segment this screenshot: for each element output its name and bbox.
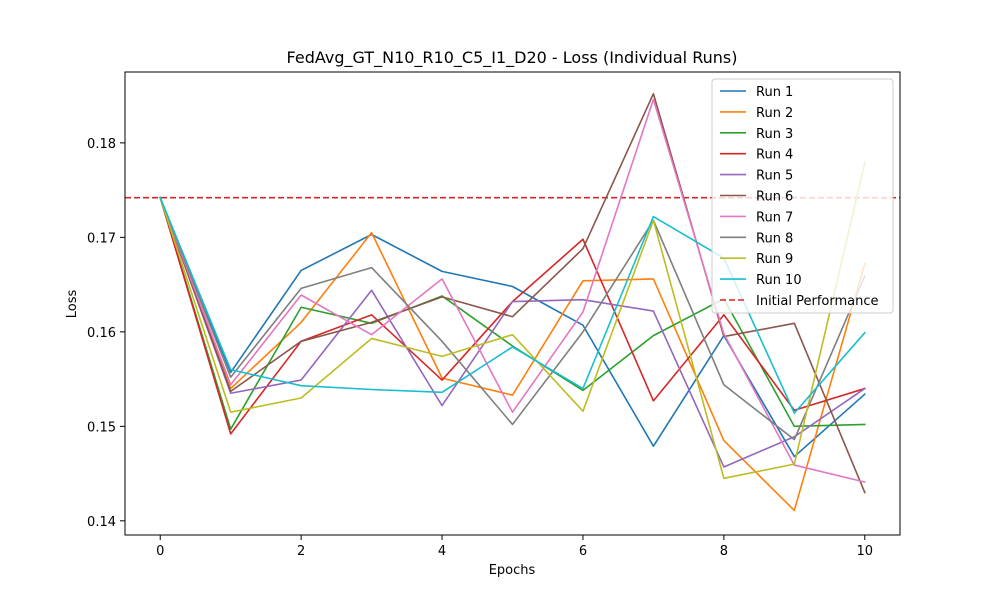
series-line-run-8 [159,196,866,441]
legend-items: Run 1 Run 2 Run 3 Run 4 Run 5 Run 6 Run 7 Run 8… [720,85,878,309]
legend-label: Run 3 [756,127,793,142]
series-line-run-6 [159,92,866,494]
x-axis-label: Epochs [489,563,536,578]
series-line-run-2 [159,196,866,512]
x-tick-label: 4 [438,544,446,559]
x-axis-ticks: 0 2 4 6 8 10 [156,535,873,559]
axes-frame [124,71,901,536]
y-tick-label: 0.14 [87,515,116,530]
x-tick-label: 2 [297,544,305,559]
legend-label: Run 2 [756,106,793,121]
legend-box [711,78,894,314]
legend-label: Run 4 [756,148,793,163]
series-line-run-9 [159,161,866,480]
legend-label: Run 10 [756,273,802,288]
x-tick-label: 6 [579,544,587,559]
legend-label: Run 8 [756,231,793,246]
y-tick-label: 0.17 [87,231,116,246]
x-tick-label: 10 [856,544,873,559]
y-axis-label: Loss [65,290,80,319]
legend-label: Run 7 [756,210,793,225]
x-tick-label: 8 [720,544,728,559]
legend: Run 1 Run 2 Run 3 Run 4 Run 5 Run 6 Run 7 Run 8… [711,78,894,314]
y-axis-ticks: 0.14 0.15 0.16 0.17 0.18 [87,137,125,530]
legend-label: Run 9 [756,252,793,267]
y-tick-label: 0.18 [87,137,116,152]
y-tick-label: 0.16 [87,326,116,341]
legend-label: Initial Performance [756,294,878,309]
legend-label: Run 5 [756,169,793,184]
series-line-run-7 [159,98,866,484]
chart-title: FedAvg_GT_N10_R10_C5_I1_D20 - Loss (Indi… [287,48,738,68]
series-line-run-3 [159,196,866,430]
y-tick-label: 0.15 [87,420,116,435]
legend-label: Run 1 [756,85,793,100]
series-line-run-5 [159,196,866,468]
x-tick-label: 0 [156,544,164,559]
legend-label: Run 6 [756,190,793,205]
